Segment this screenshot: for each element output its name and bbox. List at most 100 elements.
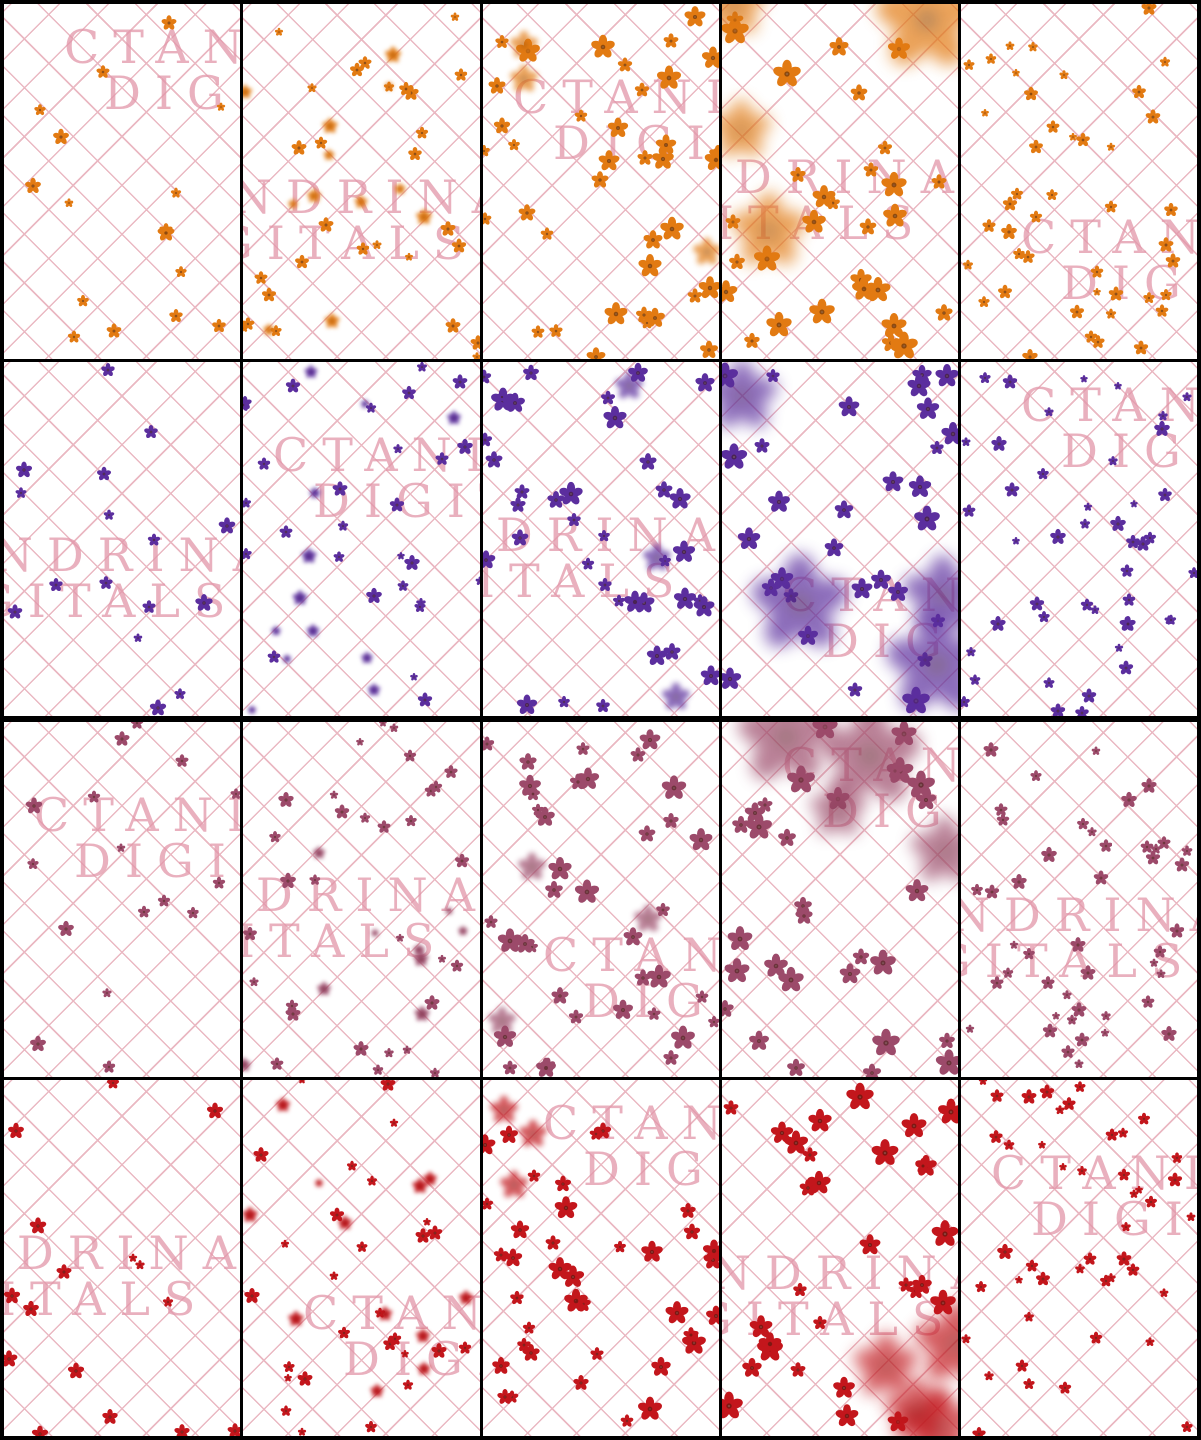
flower-icon	[1076, 133, 1091, 147]
flower-icon	[1075, 1263, 1085, 1274]
flower-icon	[522, 1343, 540, 1361]
watermark: CTANDRINADIGITALS	[991, 1150, 1197, 1242]
flower-icon	[493, 117, 510, 133]
flower-icon	[347, 1161, 358, 1171]
flower-icon	[1109, 286, 1124, 301]
flower-icon	[175, 266, 188, 278]
flower-icon	[243, 497, 251, 508]
flower-icon	[405, 814, 418, 826]
flower-icon	[935, 1048, 958, 1075]
flower-icon	[298, 1427, 307, 1436]
flower-icon	[984, 1370, 995, 1380]
watermark: CTANDRINADIGITALS	[34, 792, 240, 884]
flower-icon	[416, 1328, 431, 1343]
flower-icon	[790, 166, 806, 182]
flower-icon	[567, 512, 581, 527]
flower-icon	[847, 682, 863, 697]
flower-icon	[807, 1171, 831, 1194]
flower-icon	[48, 577, 63, 592]
flower-icon	[330, 790, 339, 799]
flower-icon	[107, 1080, 120, 1089]
flower-icon	[872, 1138, 899, 1165]
flower-icon	[135, 1260, 146, 1270]
flower-icon	[990, 435, 1007, 451]
flower-icon	[683, 1223, 700, 1239]
flower-icon	[881, 313, 907, 338]
flower-icon	[1046, 189, 1058, 201]
flower-icon	[408, 147, 422, 161]
flower-icon	[613, 999, 634, 1020]
flower-icon	[853, 948, 870, 965]
flower-icon	[581, 557, 594, 570]
flower-icon	[1039, 1084, 1055, 1099]
flower-icon	[1121, 792, 1137, 808]
preview-tile-mauve-pink: CTANDRINADIGITALS	[483, 722, 719, 1077]
blurred-flower-icon	[751, 553, 849, 647]
flower-icon	[25, 177, 41, 194]
flower-icon	[483, 369, 492, 384]
flower-icon	[1029, 769, 1042, 781]
flower-icon	[965, 647, 976, 657]
flower-icon	[485, 451, 502, 468]
flower-icon	[514, 934, 535, 953]
flower-icon	[1091, 746, 1101, 755]
flower-icon	[511, 529, 528, 546]
flower-icon	[304, 365, 318, 378]
flower-icon	[638, 254, 662, 277]
watermark-line1: CTANDRINA	[513, 70, 719, 124]
flower-icon	[397, 551, 405, 560]
flower-icon	[104, 509, 115, 520]
flower-icon	[1116, 1251, 1131, 1266]
flower-icon	[768, 490, 790, 512]
flower-icon	[454, 68, 468, 81]
flower-icon	[144, 425, 158, 439]
flower-icon	[695, 990, 709, 1003]
flower-icon	[990, 1089, 1004, 1103]
flower-icon	[329, 1207, 344, 1222]
flower-icon	[1140, 840, 1154, 853]
flower-icon	[665, 1300, 689, 1323]
flower-icon	[1023, 947, 1036, 959]
flower-icon	[1160, 1026, 1177, 1042]
flower-icon	[516, 694, 537, 714]
flower-icon	[564, 1288, 588, 1312]
flower-icon	[450, 12, 459, 21]
flower-icon	[850, 84, 868, 101]
flower-icon	[350, 63, 365, 77]
flower-icon	[7, 1122, 24, 1138]
flower-icon	[790, 1362, 806, 1377]
flower-icon	[280, 872, 297, 889]
flower-icon	[458, 1290, 473, 1304]
flower-icon	[599, 150, 620, 171]
flower-icon	[451, 238, 466, 253]
flower-icon	[96, 65, 110, 79]
flower-icon	[660, 217, 684, 240]
flower-icon	[652, 147, 675, 169]
flower-icon	[680, 1203, 696, 1219]
flower-icon	[989, 1129, 1003, 1143]
flower-icon	[438, 954, 447, 963]
flower-icon	[1029, 596, 1045, 610]
flower-icon	[503, 1060, 518, 1075]
flower-icon	[607, 117, 629, 137]
flower-icon	[1027, 42, 1038, 52]
flower-icon	[846, 1082, 874, 1109]
blurred-flower-icon	[642, 543, 671, 571]
blurred-flower-icon	[722, 4, 766, 33]
flower-icon	[961, 695, 971, 707]
flower-icon	[1101, 1028, 1110, 1037]
flower-icon	[402, 1379, 413, 1390]
flower-icon	[935, 303, 953, 321]
flower-icon	[1182, 392, 1192, 401]
flower-icon	[1146, 850, 1161, 865]
flower-icon	[218, 517, 236, 534]
flower-icon	[497, 1388, 513, 1404]
flower-icon	[702, 1239, 719, 1261]
flower-icon	[1004, 482, 1020, 497]
flower-icon	[1099, 1274, 1112, 1287]
flower-icon	[527, 1169, 541, 1182]
blurred-flower-icon	[489, 1095, 518, 1123]
flower-icon	[1070, 304, 1085, 318]
flower-icon	[458, 926, 468, 936]
flower-icon	[743, 332, 760, 348]
